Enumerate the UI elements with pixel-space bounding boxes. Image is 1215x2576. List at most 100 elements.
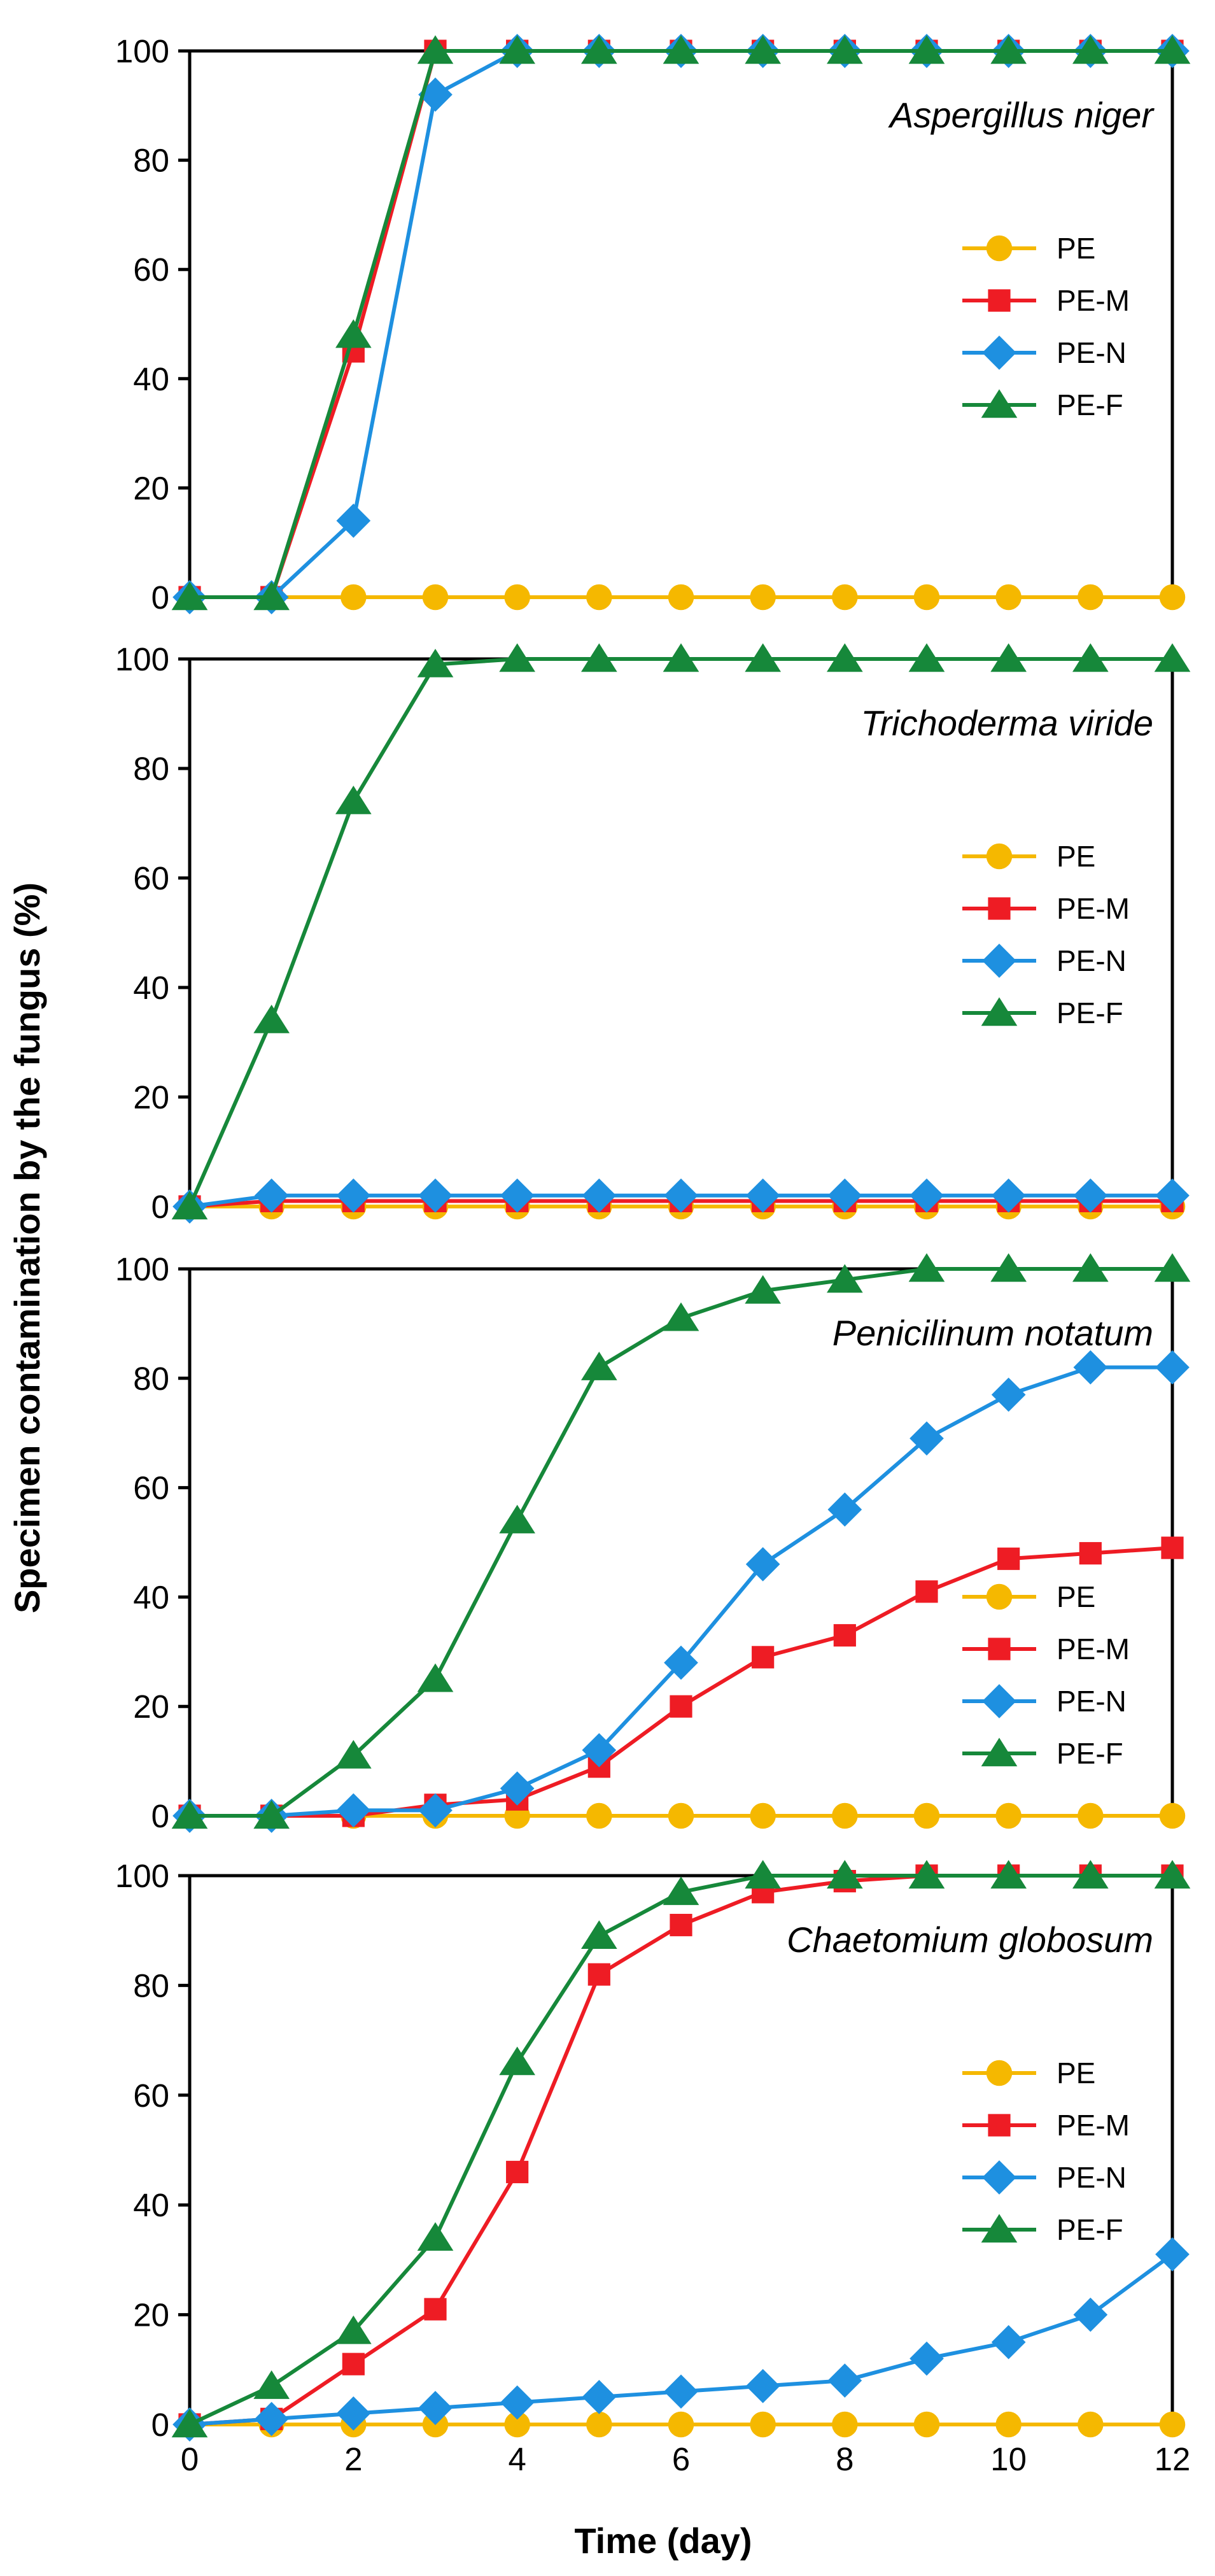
data-point <box>254 2402 289 2437</box>
data-point <box>832 584 858 611</box>
series-pe-n <box>172 2237 1190 2442</box>
y-tick-label: 80 <box>133 751 169 787</box>
data-point <box>664 1178 698 1213</box>
data-point <box>336 504 371 538</box>
data-point <box>745 35 782 64</box>
data-point <box>499 35 536 64</box>
panel-chaetomium-globosum: 0 20 40 60 80 100 0 2 4 6 8 10 12 Chaetomium globosum… <box>115 1858 1190 2477</box>
data-point <box>826 643 863 672</box>
data-point <box>1155 1350 1190 1385</box>
data-point <box>341 584 367 611</box>
data-point <box>336 2396 371 2431</box>
y-tick-label: 40 <box>133 361 169 397</box>
data-point <box>827 2363 862 2398</box>
y-tick-label: 0 <box>151 1189 169 1225</box>
series-pe-n <box>172 1178 1190 1224</box>
data-point <box>915 1580 938 1603</box>
legend: PE PE-M PE-N PE-F <box>962 2056 1130 2246</box>
data-point <box>1073 1350 1108 1385</box>
data-point <box>500 2385 535 2420</box>
legend-marker <box>988 2114 1011 2137</box>
x-tick-label: 10 <box>990 2441 1027 2477</box>
data-point <box>991 1377 1026 1412</box>
data-point <box>908 1253 945 1282</box>
data-point <box>499 643 536 672</box>
legend-marker <box>981 1737 1018 1767</box>
y-tick-label: 60 <box>133 1470 169 1506</box>
data-point <box>826 1264 863 1293</box>
legend-label: PE <box>1057 840 1095 873</box>
panel-penicilinum-notatum: 0 20 40 60 80 100 Penicilinum notatum PE PE-M PE-… <box>115 1251 1191 1834</box>
data-point <box>908 35 945 64</box>
data-point <box>1154 1253 1191 1282</box>
data-point <box>499 2046 536 2076</box>
y-tick-label: 40 <box>133 1579 169 1615</box>
legend-item-pe-m: PE-M <box>962 892 1130 925</box>
legend-marker <box>982 1684 1016 1718</box>
data-point <box>832 2411 858 2438</box>
data-point <box>335 319 372 348</box>
data-point <box>1078 1802 1104 1829</box>
data-point <box>991 2325 1026 2360</box>
data-point <box>1159 1802 1186 1829</box>
y-tick-label: 0 <box>151 2407 169 2443</box>
data-point <box>582 2380 617 2414</box>
data-point <box>424 2298 447 2321</box>
data-point <box>1159 584 1186 611</box>
data-point <box>908 643 945 672</box>
data-point <box>1079 1542 1102 1565</box>
data-point <box>500 1771 535 1806</box>
series-pe-f <box>171 35 1191 611</box>
legend-item-pe-n: PE-N <box>962 2160 1127 2195</box>
data-point <box>418 77 453 112</box>
data-point <box>670 1913 692 1937</box>
legend-label: PE <box>1057 232 1095 265</box>
y-tick-label: 40 <box>133 2187 169 2223</box>
data-point <box>990 35 1027 64</box>
y-tick-label: 100 <box>115 33 169 69</box>
data-point <box>991 1178 1026 1213</box>
data-point <box>335 785 372 814</box>
data-point <box>750 1802 776 1829</box>
legend-item-pe-f: PE-F <box>962 996 1123 1030</box>
y-tick-label: 20 <box>133 1688 169 1725</box>
legend-marker <box>981 2214 1018 2243</box>
x-tick-label: 6 <box>672 2441 690 2477</box>
legend-label: PE <box>1057 2056 1095 2090</box>
x-tick-label: 0 <box>181 2441 199 2477</box>
panel-title: Penicilinum notatum <box>832 1313 1153 1353</box>
data-point <box>417 1663 454 1692</box>
data-point <box>1161 1536 1184 1559</box>
data-point <box>1073 1178 1108 1213</box>
y-tick-label: 80 <box>133 1361 169 1397</box>
data-point <box>668 1802 694 1829</box>
legend: PE PE-M PE-N PE-F <box>962 840 1130 1030</box>
data-point <box>745 643 782 672</box>
legend-item-pe-n: PE-N <box>962 336 1127 370</box>
data-point <box>750 584 776 611</box>
legend-label: PE-M <box>1057 2109 1130 2142</box>
legend-label: PE-N <box>1057 336 1127 369</box>
data-point <box>745 1547 780 1582</box>
legend: PE PE-M PE-N PE-F <box>962 1580 1130 1770</box>
data-point <box>995 2411 1022 2438</box>
data-point <box>913 1802 940 1829</box>
x-axis-label: Time (day) <box>574 2521 752 2561</box>
legend: PE PE-M PE-N PE-F <box>962 232 1130 421</box>
data-point <box>335 2315 372 2344</box>
panel-title: Aspergillus niger <box>888 95 1155 135</box>
legend-marker <box>986 843 1013 870</box>
legend-label: PE-F <box>1057 1737 1123 1770</box>
y-tick-label: 100 <box>115 1251 169 1287</box>
data-point <box>587 1963 610 1986</box>
data-point <box>171 1191 208 1220</box>
x-tick-label: 8 <box>836 2441 853 2477</box>
legend-item-pe-m: PE-M <box>962 284 1130 317</box>
data-point <box>750 2411 776 2438</box>
x-tick-label: 12 <box>1155 2441 1191 2477</box>
data-point <box>504 2411 530 2438</box>
legend-label: PE-M <box>1057 1632 1130 1666</box>
